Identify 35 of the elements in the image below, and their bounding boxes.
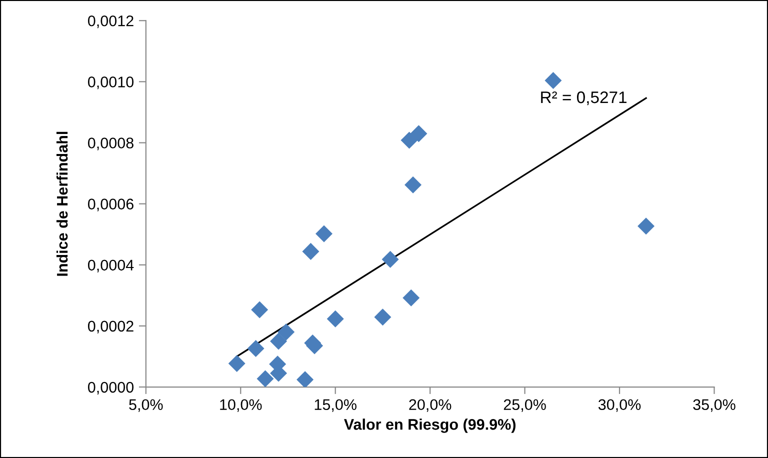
y-tick-label: 0,0012 xyxy=(88,15,134,28)
point xyxy=(382,250,399,268)
y-tick-label: 0,0004 xyxy=(88,260,134,272)
x-tick-label: 15,0% xyxy=(314,399,356,412)
point xyxy=(315,225,332,242)
point xyxy=(278,324,295,341)
point xyxy=(228,354,246,372)
x-axis-title: Valor en Riesgo (99.9%) xyxy=(344,418,516,433)
point xyxy=(256,370,274,388)
annotation: R² = 0,5271 xyxy=(541,91,626,106)
point xyxy=(404,176,422,194)
point xyxy=(402,289,420,306)
point xyxy=(296,371,314,388)
y-tick-label: 0,0010 xyxy=(88,76,134,90)
point xyxy=(326,310,344,328)
x-tick-label: 25,0% xyxy=(504,399,546,412)
x-tick-label: 35,0% xyxy=(693,399,736,412)
point xyxy=(251,301,268,318)
x-tick-label: 10,0% xyxy=(220,399,262,412)
point xyxy=(374,308,392,326)
x-tick-label: 20,0% xyxy=(409,399,452,412)
x-tick-label: 30,0% xyxy=(598,399,641,412)
y-axis-title: Indice de Herfindahl xyxy=(56,132,68,276)
point xyxy=(544,72,562,89)
point xyxy=(638,218,655,235)
y-tick-label: 0,0008 xyxy=(88,138,134,150)
point xyxy=(400,132,418,149)
y-tick-label: 0,0006 xyxy=(88,198,134,212)
y-tick-label: 0,0000 xyxy=(88,382,134,394)
y-tick-label: 0,0002 xyxy=(88,320,134,334)
point xyxy=(410,125,428,142)
point xyxy=(302,242,320,260)
point xyxy=(270,332,288,350)
x-tick-label: 5,0% xyxy=(129,399,163,412)
point xyxy=(247,340,264,358)
